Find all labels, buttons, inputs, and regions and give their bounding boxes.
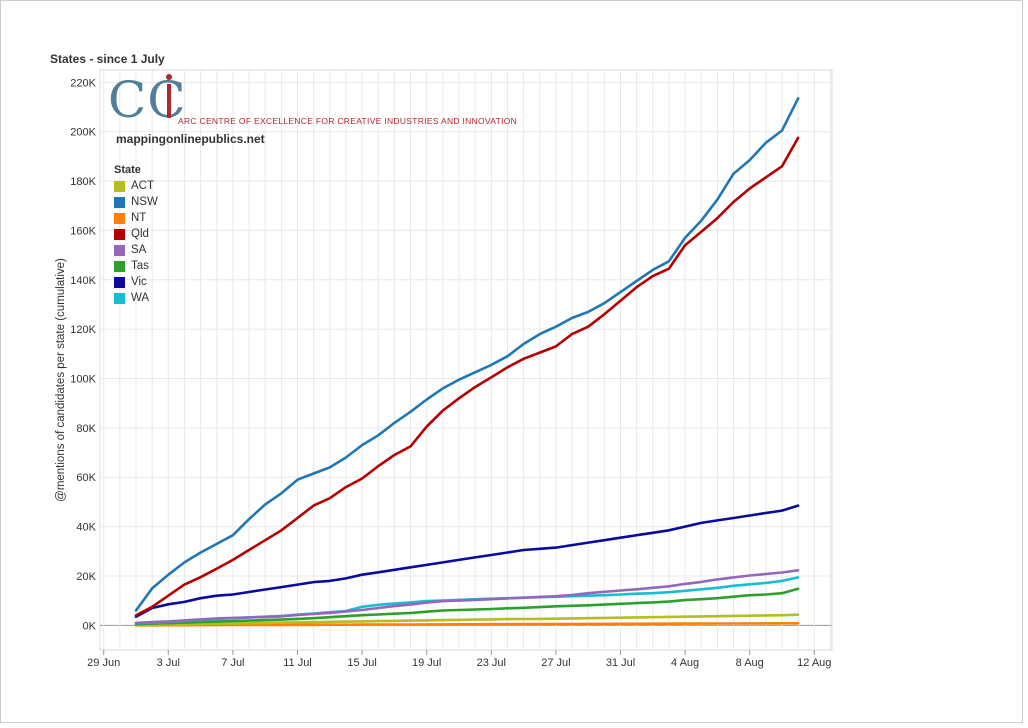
y-tick-label: 20K xyxy=(76,571,96,583)
series-line-qld xyxy=(134,136,800,617)
x-tick-label: 23 Jul xyxy=(477,657,506,669)
legend-item-qld[interactable]: Qld xyxy=(114,226,158,242)
legend-item-nt[interactable]: NT xyxy=(114,210,158,226)
chart-title: States - since 1 July xyxy=(50,52,165,66)
x-tick-label: 11 Jul xyxy=(283,657,312,669)
legend-label: SA xyxy=(131,244,147,256)
legend-swatch xyxy=(114,228,125,240)
y-tick-label: 100K xyxy=(70,374,96,386)
cci-logo: CC ARC CENTRE OF EXCELLENCE FOR CREATIVE… xyxy=(108,72,528,152)
legend-label: ACT xyxy=(131,180,154,192)
legend-item-nsw[interactable]: NSW xyxy=(114,194,158,210)
legend-items: ACT NSW NT Qld SA Tas Vic WA xyxy=(114,178,158,306)
y-tick-label: 140K xyxy=(70,275,96,287)
y-tick-label: 0K xyxy=(83,620,97,632)
logo-site-url: mappingonlinepublics.net xyxy=(116,132,265,146)
x-tick-label: 19 Jul xyxy=(412,657,441,669)
y-axis-label: @mentions of candidates per state (cumul… xyxy=(55,258,67,502)
x-tick-label: 27 Jul xyxy=(541,657,570,669)
y-tick-label: 200K xyxy=(70,127,96,139)
legend-swatch xyxy=(114,180,125,192)
legend-label: Vic xyxy=(131,276,147,288)
legend-swatch xyxy=(114,276,125,288)
gridlines xyxy=(99,69,833,651)
series-line-nt xyxy=(134,621,800,627)
x-axis: 29 Jun 3 Jul 7 Jul 11 Jul 15 Jul 19 Jul 23 Jul… xyxy=(87,650,831,669)
logo-org-name: ARC CENTRE OF EXCELLENCE FOR CREATIVE IN… xyxy=(178,116,518,126)
y-tick-label: 80K xyxy=(76,423,96,435)
legend-label: Tas xyxy=(131,260,149,272)
x-tick-label: 29 Jun xyxy=(87,657,120,669)
logo-mark: CC xyxy=(108,71,187,129)
x-tick-label: 7 Jul xyxy=(221,657,244,669)
x-tick-label: 31 Jul xyxy=(606,657,635,669)
legend-label: Qld xyxy=(131,228,149,240)
legend-swatch xyxy=(114,212,125,224)
y-tick-label: 40K xyxy=(76,522,96,534)
y-axis: 0K 20K 40K 60K 80K 100K 120K 140K 160K 180K 200K 22… xyxy=(70,77,96,632)
legend-swatch xyxy=(114,244,125,256)
series-lines xyxy=(134,97,800,627)
legend-title: State xyxy=(114,164,141,176)
x-tick-label: 15 Jul xyxy=(347,657,376,669)
legend-label: WA xyxy=(131,292,150,304)
legend-swatch xyxy=(114,292,125,304)
legend-item-act[interactable]: ACT xyxy=(114,178,158,194)
plot-area xyxy=(99,69,833,651)
legend-label: NSW xyxy=(131,196,158,208)
legend-item-vic[interactable]: Vic xyxy=(114,274,158,290)
legend-swatch xyxy=(114,260,125,272)
y-tick-label: 60K xyxy=(76,472,96,484)
x-tick-label: 8 Aug xyxy=(736,657,764,669)
legend-label: NT xyxy=(131,212,147,224)
series-line-nsw xyxy=(134,97,800,612)
legend-item-wa[interactable]: WA xyxy=(114,290,158,306)
series-line-act xyxy=(134,613,800,627)
x-tick-label: 4 Aug xyxy=(671,657,699,669)
y-tick-label: 180K xyxy=(70,176,96,188)
legend-item-tas[interactable]: Tas xyxy=(114,258,158,274)
legend-swatch xyxy=(114,196,125,208)
x-tick-label: 12 Aug xyxy=(797,657,831,669)
logo-dot xyxy=(166,74,172,80)
x-tick-label: 3 Jul xyxy=(157,657,180,669)
y-tick-label: 160K xyxy=(70,225,96,237)
y-tick-label: 120K xyxy=(70,324,96,336)
legend-item-sa[interactable]: SA xyxy=(114,242,158,258)
series-line-sa xyxy=(134,568,800,625)
series-line-vic xyxy=(134,504,800,619)
series-line-tas xyxy=(134,587,800,626)
logo-bar xyxy=(167,84,171,118)
legend: State ACT NSW NT Qld SA Tas Vic WA xyxy=(114,164,158,306)
y-tick-label: 220K xyxy=(70,77,96,89)
